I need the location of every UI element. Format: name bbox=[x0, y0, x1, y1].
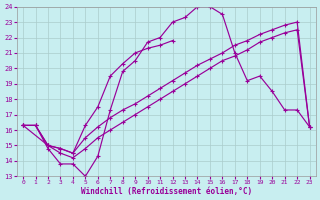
X-axis label: Windchill (Refroidissement éolien,°C): Windchill (Refroidissement éolien,°C) bbox=[81, 187, 252, 196]
